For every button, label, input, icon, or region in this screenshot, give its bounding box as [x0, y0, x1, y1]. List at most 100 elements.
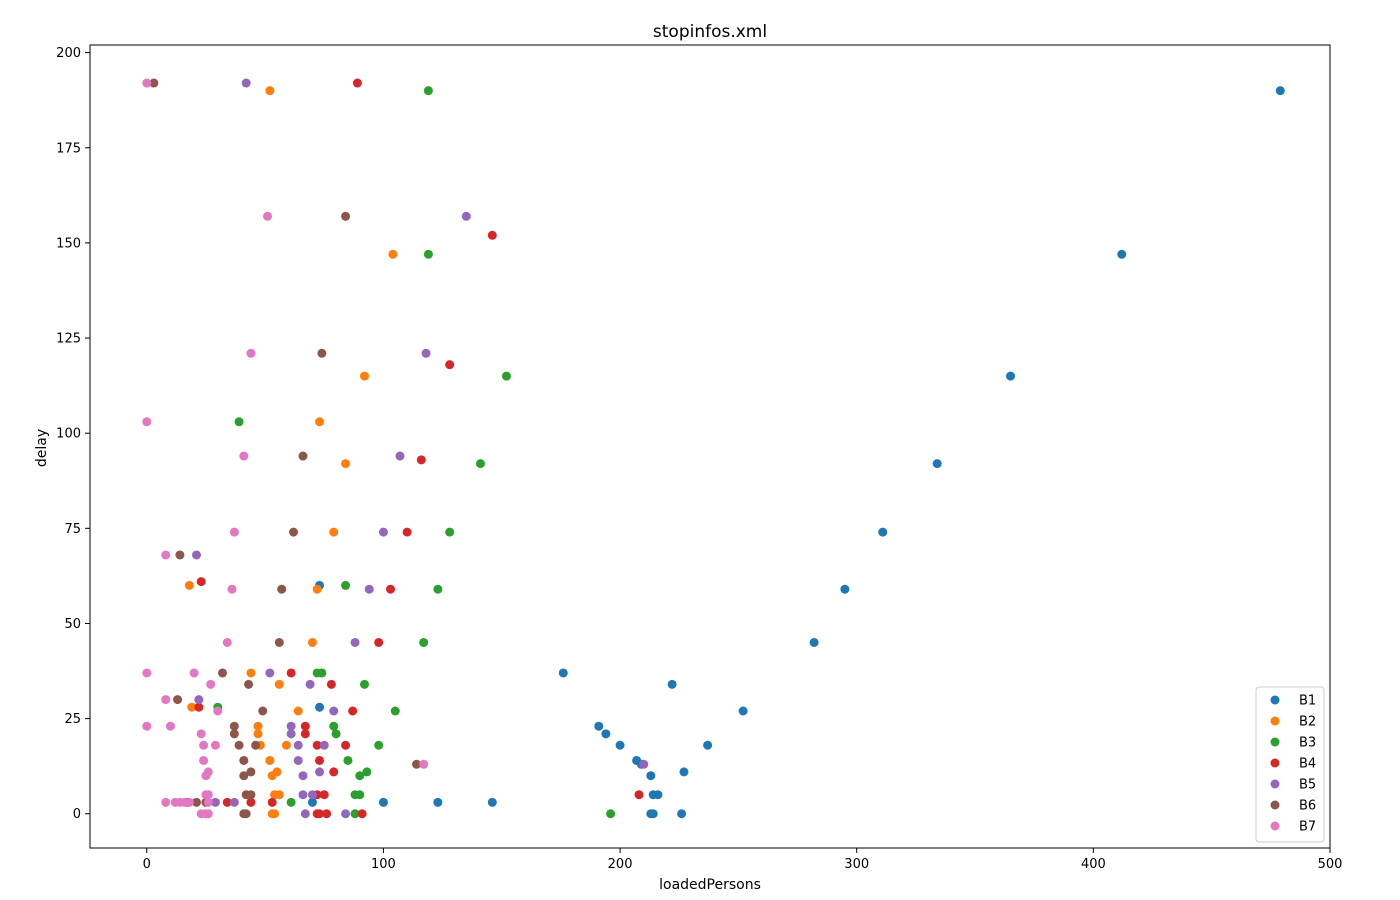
data-point [161, 797, 171, 807]
data-point [703, 740, 713, 750]
data-point [265, 668, 275, 678]
data-point [445, 360, 455, 370]
data-point [357, 809, 367, 819]
data-point [475, 459, 485, 469]
data-point [878, 527, 888, 537]
data-point [265, 755, 275, 765]
data-point [329, 767, 339, 777]
data-point [300, 729, 310, 739]
data-point [329, 721, 339, 731]
data-point [244, 679, 254, 689]
data-point [307, 790, 317, 800]
data-point [218, 668, 228, 678]
data-point [210, 740, 220, 750]
legend-label: B3 [1299, 736, 1316, 751]
data-point [423, 86, 433, 96]
data-point [329, 706, 339, 716]
legend-marker [1270, 758, 1280, 768]
series-b3 [213, 86, 616, 819]
legend-marker [1270, 821, 1280, 831]
data-point [343, 755, 353, 765]
data-point [419, 759, 429, 769]
data-point [241, 78, 251, 88]
data-point [173, 695, 183, 705]
data-point [341, 211, 351, 221]
data-point [142, 78, 152, 88]
data-point [355, 790, 365, 800]
y-tick-label: 175 [56, 141, 81, 156]
data-point [433, 797, 443, 807]
data-point [293, 755, 303, 765]
data-point [267, 771, 277, 781]
data-point [199, 755, 209, 765]
legend-marker [1270, 779, 1280, 789]
data-point [234, 417, 244, 427]
plot-frame [89, 44, 1331, 849]
data-point [317, 668, 327, 678]
y-axis: 0 25 50 75 100 125 150 175 200 [56, 46, 90, 822]
legend-marker [1270, 695, 1280, 705]
data-point [319, 790, 329, 800]
data-point [634, 790, 644, 800]
data-point [191, 550, 201, 560]
data-point [298, 451, 308, 461]
data-point [315, 417, 325, 427]
data-point [348, 706, 358, 716]
data-point [203, 809, 213, 819]
data-point [196, 729, 206, 739]
x-axis-label: loadedPersons [659, 877, 761, 893]
data-point [298, 790, 308, 800]
data-point [175, 550, 185, 560]
data-point [341, 740, 351, 750]
data-point [315, 755, 325, 765]
data-point [355, 771, 365, 781]
data-point [229, 527, 239, 537]
data-point [374, 740, 384, 750]
points-layer [142, 78, 1285, 819]
data-point [286, 797, 296, 807]
data-point [421, 348, 431, 358]
legend-label: B5 [1299, 778, 1316, 793]
series-b2 [184, 86, 398, 819]
data-point [341, 459, 351, 469]
data-point [319, 740, 329, 750]
data-point [386, 584, 396, 594]
series-b1 [307, 86, 1285, 819]
data-point [341, 809, 351, 819]
x-tick-label: 200 [608, 857, 633, 872]
data-point [194, 702, 204, 712]
data-point [142, 721, 152, 731]
data-point [932, 459, 942, 469]
x-axis: 0 100 200 300 400 500 [143, 848, 1342, 872]
x-tick-label: 400 [1081, 857, 1106, 872]
x-tick-label: 300 [844, 857, 869, 872]
data-point [184, 797, 194, 807]
data-point [738, 706, 748, 716]
data-point [142, 668, 152, 678]
data-point [239, 771, 249, 781]
y-axis-label: delay [34, 429, 50, 467]
data-point [1275, 86, 1285, 96]
data-point [501, 371, 511, 381]
data-point [203, 797, 213, 807]
data-point [253, 729, 263, 739]
data-point [615, 740, 625, 750]
data-point [229, 721, 239, 731]
legend: B1 B2 B3 B4 B5 B6 B7 [1255, 686, 1325, 843]
data-point [445, 527, 455, 537]
data-point [374, 637, 384, 647]
data-point [378, 797, 388, 807]
data-point [227, 584, 237, 594]
data-point [267, 797, 277, 807]
data-point [305, 679, 315, 689]
data-point [274, 790, 284, 800]
y-tick-label: 100 [56, 427, 81, 442]
data-point [265, 86, 275, 96]
data-point [246, 767, 256, 777]
data-point [364, 584, 374, 594]
data-point [241, 809, 251, 819]
data-point [281, 740, 291, 750]
data-point [161, 695, 171, 705]
data-point [184, 580, 194, 590]
data-point [277, 584, 287, 594]
